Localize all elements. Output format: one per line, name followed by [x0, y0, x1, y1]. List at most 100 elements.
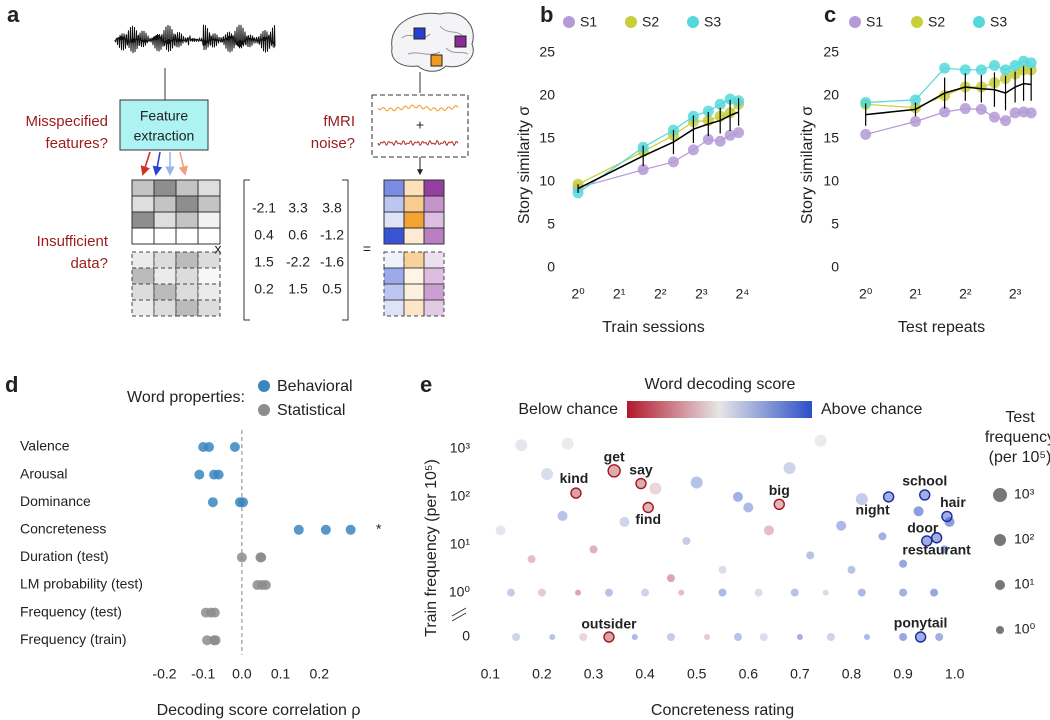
legend-label: S1 — [580, 14, 597, 30]
point — [678, 589, 685, 596]
weight: 0.5 — [322, 281, 342, 297]
question: noise? — [311, 135, 355, 152]
legend-label: S2 — [928, 14, 945, 30]
category-label: Concreteness — [20, 521, 106, 537]
y-axis-label: Story similarity σ — [516, 106, 533, 224]
signal — [377, 104, 459, 112]
panel-a: Feature extraction Misspecified features… — [25, 12, 474, 321]
word-point — [607, 464, 621, 478]
x-tick-label: -0.1 — [191, 666, 215, 682]
point — [537, 588, 546, 597]
panel-label: c — [824, 2, 836, 27]
x-tick-label: 2³ — [1009, 286, 1022, 302]
matrix-cell — [403, 179, 425, 197]
y-tick-label: 15 — [823, 129, 839, 145]
matrix-cell — [383, 299, 405, 317]
series-line — [577, 103, 740, 185]
marker — [637, 164, 649, 176]
weight: 0.4 — [254, 227, 274, 243]
category-label: Arousal — [20, 465, 67, 481]
size-legend-title: Test — [1005, 409, 1035, 426]
matrix-cell — [153, 179, 177, 197]
point — [527, 555, 536, 564]
matrix-cell — [197, 179, 221, 197]
x-tick-label: 2¹ — [613, 286, 626, 302]
matrix-cell — [175, 195, 199, 213]
matrix-cell — [175, 179, 199, 197]
weight: -2.2 — [286, 254, 310, 270]
point — [575, 589, 582, 596]
series-line — [577, 132, 739, 189]
matrix-cell — [423, 179, 445, 197]
point — [718, 565, 727, 574]
matrix-cell — [197, 299, 221, 317]
x-tick-label: 0.8 — [842, 666, 862, 682]
marker — [1000, 64, 1012, 76]
matrix-cell — [153, 251, 177, 269]
x-tick-label: 2² — [654, 286, 667, 302]
legend-label: S1 — [866, 14, 883, 30]
weight: 1.5 — [288, 281, 308, 297]
size-legend-marker — [996, 626, 1004, 634]
size-legend-label: 10² — [1014, 531, 1035, 547]
matrix-cell — [197, 211, 221, 229]
weight: 0.6 — [288, 227, 308, 243]
size-legend-label: 10⁰ — [1014, 621, 1036, 637]
marker — [939, 62, 951, 74]
point — [899, 559, 908, 568]
point — [561, 437, 574, 450]
colorbar — [627, 401, 812, 418]
marker — [714, 135, 726, 147]
marker — [724, 129, 736, 141]
dot — [210, 635, 221, 646]
matrix-cell — [175, 251, 199, 269]
x-tick-label: 2⁴ — [736, 286, 750, 302]
word-label: outsider — [581, 616, 637, 632]
marker — [939, 106, 951, 118]
word-point — [635, 477, 647, 490]
word-label: hair — [940, 494, 966, 510]
series-line — [577, 98, 739, 194]
point — [847, 565, 856, 574]
point — [732, 491, 743, 502]
point — [822, 589, 829, 596]
marker — [1009, 60, 1021, 72]
word-label: night — [856, 502, 891, 518]
x-tick-label: 1.0 — [945, 666, 965, 682]
x-tick-label: 0.2 — [310, 666, 330, 682]
matrix-cell — [403, 251, 425, 269]
legend-marker — [258, 404, 270, 416]
matrix-cell — [153, 267, 177, 285]
x-tick-label: 0.3 — [584, 666, 604, 682]
word-point — [941, 510, 953, 523]
marker — [975, 103, 987, 115]
axis-break — [451, 612, 467, 622]
point — [878, 532, 887, 541]
weight: -1.2 — [320, 227, 344, 243]
y-tick-label: 5 — [831, 215, 839, 231]
matrix-cell — [383, 195, 405, 213]
matrix-cell — [175, 283, 199, 301]
point — [806, 551, 815, 560]
point — [704, 634, 711, 640]
matrix-cell — [153, 211, 177, 229]
point — [763, 525, 774, 536]
voxel — [454, 35, 467, 48]
x-tick-label: 0.4 — [635, 666, 655, 682]
matrix-cell — [131, 299, 155, 317]
box-text: extraction — [134, 128, 195, 144]
voxel — [413, 27, 426, 40]
legend-label: S3 — [704, 14, 721, 30]
marker — [959, 64, 971, 76]
matrix-cell — [175, 267, 199, 285]
point — [604, 588, 613, 597]
weight: 0.2 — [254, 281, 274, 297]
dot — [236, 552, 247, 563]
weight: 3.8 — [322, 200, 342, 216]
point — [754, 588, 763, 597]
size-legend-label: 10³ — [1014, 486, 1035, 502]
point — [899, 633, 908, 641]
word-label: find — [635, 511, 661, 527]
y-tick-label: 25 — [823, 43, 839, 59]
weights: -2.1 3.3 3.8 0.4 0.6 -1.2 1.5 -2.2 -1.6 0.2 1.5 0.5 — [252, 200, 344, 297]
